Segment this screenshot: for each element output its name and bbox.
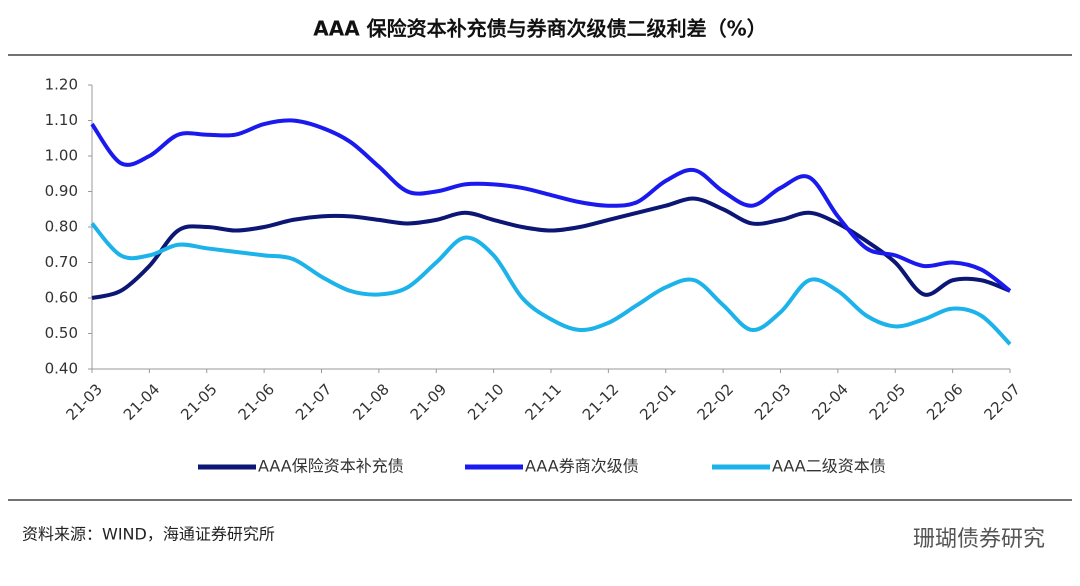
- x-tick-label: 21-12: [579, 380, 623, 424]
- x-tick-label: 21-09: [407, 380, 451, 424]
- watermark: 珊瑚债券研究: [913, 527, 1045, 552]
- y-tick-label: 1.10: [45, 111, 78, 129]
- x-tick-label: 21-06: [235, 380, 279, 424]
- y-tick-label: 0.70: [45, 253, 78, 271]
- x-tick-label: 21-03: [62, 380, 106, 424]
- x-tick-label: 21-04: [120, 380, 164, 424]
- y-tick-label: 1.00: [45, 147, 78, 165]
- y-tick-label: 0.60: [45, 289, 78, 307]
- series-line: [90, 222, 1012, 346]
- x-tick-label: 21-11: [521, 380, 565, 424]
- series-line: [91, 196, 1011, 300]
- x-tick-label: 21-08: [349, 380, 393, 424]
- y-tick-label: 0.80: [45, 218, 78, 236]
- legend-label: AAA二级资本债: [772, 457, 886, 476]
- x-tick-label: 21-10: [464, 380, 508, 424]
- x-tick-label: 22-03: [751, 380, 795, 424]
- legend-label: AAA券商次级债: [525, 457, 639, 476]
- source-note: 资料来源：WIND，海通证券研究所: [22, 525, 275, 544]
- legend-label: AAA保险资本补充债: [258, 457, 404, 476]
- x-tick-label: 22-02: [694, 380, 738, 424]
- x-tick-label: 22-04: [808, 380, 852, 424]
- x-tick-label: 22-06: [923, 380, 967, 424]
- y-tick-label: 1.20: [45, 76, 78, 94]
- x-tick-label: 22-07: [980, 380, 1024, 424]
- y-tick-label: 0.90: [45, 182, 78, 200]
- x-tick-label: 22-05: [866, 380, 910, 424]
- y-tick-label: 0.40: [45, 360, 78, 378]
- chart-title: AAA 保险资本补充债与券商次级债二级利差（%）: [313, 17, 766, 41]
- y-tick-label: 0.50: [45, 324, 78, 342]
- x-tick-label: 21-05: [177, 380, 221, 424]
- x-tick-label: 22-01: [636, 380, 680, 424]
- x-tick-label: 21-07: [292, 380, 336, 424]
- series-line: [90, 118, 1012, 293]
